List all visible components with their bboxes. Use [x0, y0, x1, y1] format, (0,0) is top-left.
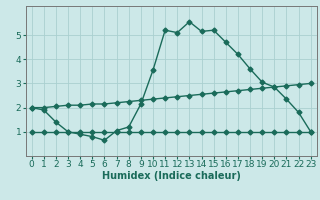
X-axis label: Humidex (Indice chaleur): Humidex (Indice chaleur): [102, 171, 241, 181]
